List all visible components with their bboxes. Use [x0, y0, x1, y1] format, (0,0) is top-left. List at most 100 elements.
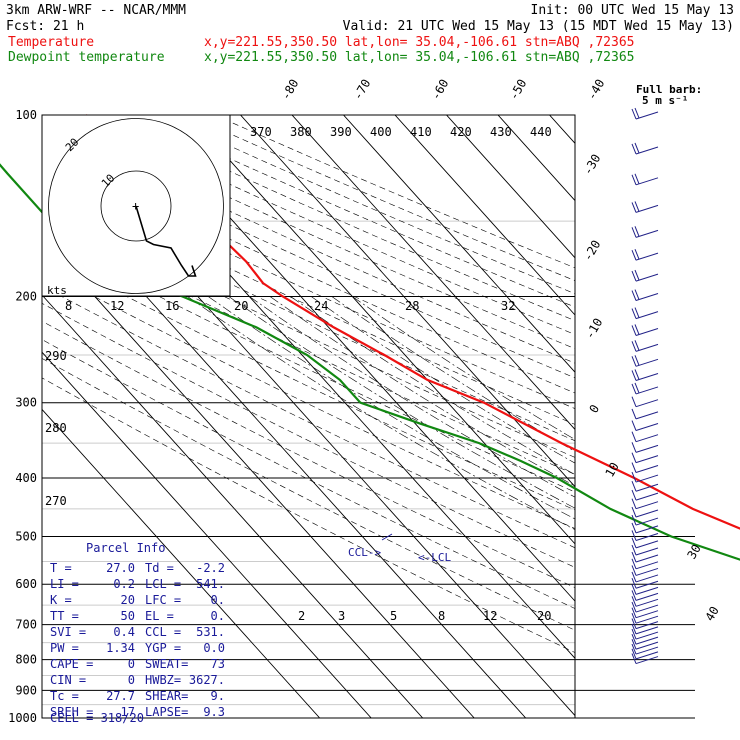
wind-barb — [635, 626, 659, 635]
wind-barb-flag — [631, 471, 637, 483]
isotherm — [42, 408, 321, 718]
wind-barb-flag — [631, 396, 637, 407]
parcel-value: 1.34 — [106, 641, 135, 655]
parcel-label: CAPE = — [50, 657, 93, 671]
plot-frame — [41, 114, 576, 719]
wind-barb-flag — [631, 537, 637, 549]
wind-barb — [635, 465, 659, 473]
wind-barb — [635, 444, 659, 453]
parcel-label: Td = — [145, 561, 174, 575]
parcel-label: CIN = — [50, 673, 86, 687]
wind-barb-flag — [631, 628, 637, 640]
wind-barb — [635, 598, 659, 607]
parcel-value: 73 — [211, 657, 225, 671]
wind-barb-flag — [631, 370, 637, 381]
dry-adiabat — [42, 205, 575, 458]
wind-barb — [635, 604, 659, 613]
dry-adiabat — [42, 176, 575, 425]
isotherm-label-right: 10 — [602, 460, 621, 480]
wind-barb-flag — [634, 307, 640, 318]
parcel-value: 0.0 — [203, 641, 225, 655]
wind-barb-flag — [634, 173, 640, 184]
wind-barb-flag — [631, 648, 637, 660]
wind-barb-flag — [631, 590, 637, 601]
wind-barb — [635, 293, 659, 301]
speed-tick-label: 32 — [501, 299, 515, 313]
wind-barb — [635, 656, 659, 665]
wind-barb — [635, 204, 659, 213]
theta-label: 290 — [45, 349, 67, 363]
wind-barb-flag — [631, 202, 637, 213]
wind-barb-flag — [631, 551, 637, 563]
wind-barb-flag — [631, 143, 637, 155]
model-title: 3km ARW-WRF -- NCAR/MMM — [6, 3, 186, 18]
wind-barb — [635, 646, 659, 655]
wind-barb-flag — [631, 431, 637, 442]
theta-e-label: 400 — [370, 125, 392, 139]
wind-barb-flag — [631, 325, 637, 336]
parcel-label: LFC = — [145, 593, 181, 607]
parcel-value: 0 — [128, 673, 135, 687]
wind-barb — [635, 311, 659, 320]
speed-tick-label: 12 — [110, 299, 124, 313]
wind-barb-flag — [634, 269, 640, 281]
parcel-label: LI = — [50, 577, 79, 591]
wind-barb-flag — [631, 596, 637, 607]
wind-barb-flag — [631, 452, 637, 463]
wind-barb — [635, 517, 659, 526]
wind-barb — [635, 177, 659, 186]
wind-barb-flag — [631, 383, 637, 395]
wind-barb-flag — [631, 514, 637, 526]
pressure-label: 200 — [15, 290, 37, 304]
parcel-cell: CELL = 318/20 — [50, 711, 144, 725]
parcel-value: 9.3 — [203, 705, 225, 719]
pressure-label: 500 — [15, 529, 37, 543]
wind-barb-flag — [631, 270, 637, 282]
wind-barb — [635, 483, 659, 492]
wind-barb — [635, 399, 659, 408]
parcel-label: T = — [50, 561, 72, 575]
speed-tick-label: 16 — [165, 299, 179, 313]
wind-barb-flag — [634, 340, 640, 351]
dry-adiabat — [42, 252, 575, 511]
parcel-value: 50 — [121, 609, 135, 623]
theta-e-label: 390 — [330, 125, 352, 139]
wind-barb — [635, 509, 659, 518]
parcel-info-panel: Parcel Info T = 27.0 Td = -2.2 LI = 0.2 LCL = 5… — [50, 541, 225, 725]
parcel-label: K = — [50, 593, 72, 607]
parcel-value: 0.4 — [113, 625, 135, 639]
wind-barb — [635, 631, 659, 640]
mixing-ratio-label: 2 — [298, 609, 305, 623]
wind-barb — [635, 111, 659, 120]
dry-adiabat — [42, 303, 575, 568]
wind-barb — [635, 146, 659, 155]
temperature-location: x,y=221.55,350.50 lat,lon= 35.04,-106.61… — [204, 35, 634, 50]
temperature-curve — [85, 114, 740, 530]
parcel-value: 27.7 — [106, 689, 135, 703]
wind-barb-flag — [631, 481, 637, 492]
pressure-label: 700 — [15, 618, 37, 632]
wind-barb-flag — [634, 142, 640, 154]
pressure-label: 100 — [15, 108, 37, 122]
wind-barb-flag — [631, 408, 637, 420]
parcel-label: SWEAT= — [145, 657, 188, 671]
wind-barb-flag — [631, 578, 637, 589]
lcl-marker — [381, 533, 393, 541]
parcel-label: PW = — [50, 641, 79, 655]
wind-barb-flag — [631, 108, 637, 120]
wind-barb-flag — [631, 498, 637, 509]
parcel-label: HWBZ= — [145, 673, 181, 687]
theta-label: 270 — [45, 494, 67, 508]
wind-barb — [635, 343, 659, 352]
parcel-value: 9. — [211, 689, 225, 703]
wind-barb-flag — [634, 369, 640, 380]
wind-barb-flag — [631, 565, 637, 576]
wind-barb — [635, 610, 659, 619]
wind-barb — [635, 651, 659, 660]
parcel-label: SHEAR= — [145, 689, 188, 703]
barb-legend-unit: 5 m s⁻¹ — [642, 94, 688, 107]
wind-barb-flag — [631, 584, 637, 595]
isotherm — [42, 237, 475, 718]
dry-adiabat — [42, 148, 575, 394]
